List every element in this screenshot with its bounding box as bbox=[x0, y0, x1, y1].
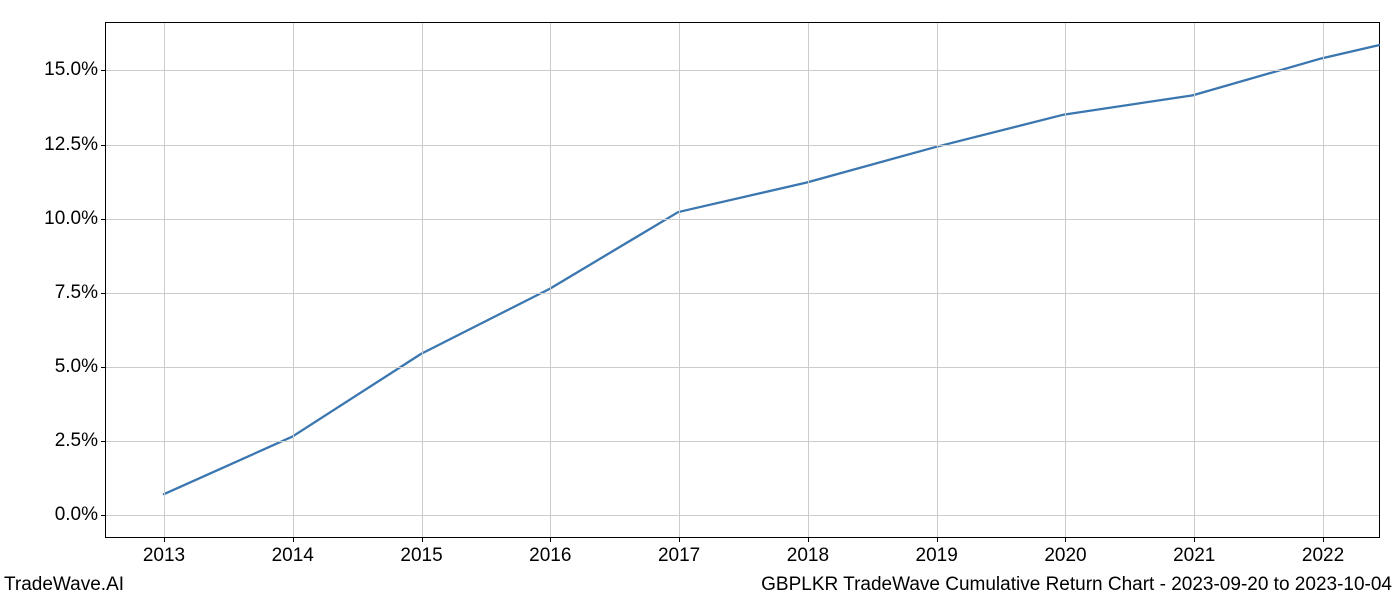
grid-line-vertical bbox=[808, 23, 809, 537]
grid-line-vertical bbox=[164, 23, 165, 537]
grid-line-vertical bbox=[550, 23, 551, 537]
x-tick-label: 2022 bbox=[1302, 537, 1344, 567]
x-tick-label: 2018 bbox=[787, 537, 829, 567]
grid-line-horizontal bbox=[106, 219, 1379, 220]
grid-line-vertical bbox=[293, 23, 294, 537]
grid-line-vertical bbox=[1323, 23, 1324, 537]
chart-container: 0.0% 2.5% 5.0% 7.5% 10.0% 12.5% 15.0% 2013 2014 2… bbox=[0, 0, 1400, 600]
x-tick-label: 2014 bbox=[272, 537, 314, 567]
return-line bbox=[164, 45, 1379, 494]
x-tick-label: 2021 bbox=[1173, 537, 1215, 567]
grid-line-horizontal bbox=[106, 367, 1379, 368]
grid-line-vertical bbox=[679, 23, 680, 537]
y-tick-label: 15.0% bbox=[44, 59, 106, 81]
footer-right-label: GBPLKR TradeWave Cumulative Return Chart… bbox=[761, 574, 1392, 596]
grid-line-horizontal bbox=[106, 515, 1379, 516]
grid-line-vertical bbox=[422, 23, 423, 537]
footer-left-label: TradeWave.AI bbox=[4, 574, 124, 596]
y-tick-label: 5.0% bbox=[55, 356, 106, 378]
grid-line-horizontal bbox=[106, 145, 1379, 146]
grid-line-horizontal bbox=[106, 441, 1379, 442]
y-tick-label: 0.0% bbox=[55, 504, 106, 526]
grid-line-horizontal bbox=[106, 70, 1379, 71]
grid-line-vertical bbox=[1194, 23, 1195, 537]
x-tick-label: 2013 bbox=[143, 537, 185, 567]
grid-line-vertical bbox=[1065, 23, 1066, 537]
x-tick-label: 2019 bbox=[916, 537, 958, 567]
x-tick-label: 2017 bbox=[658, 537, 700, 567]
plot-area: 0.0%2.5%5.0%7.5%10.0%12.5%15.0%201320142… bbox=[105, 22, 1380, 538]
grid-line-horizontal bbox=[106, 293, 1379, 294]
y-tick-label: 2.5% bbox=[55, 430, 106, 452]
y-tick-label: 12.5% bbox=[44, 134, 106, 156]
x-tick-label: 2015 bbox=[400, 537, 442, 567]
grid-line-vertical bbox=[937, 23, 938, 537]
y-tick-label: 10.0% bbox=[44, 208, 106, 230]
x-tick-label: 2016 bbox=[529, 537, 571, 567]
y-tick-label: 7.5% bbox=[55, 282, 106, 304]
line-series bbox=[106, 23, 1379, 537]
x-tick-label: 2020 bbox=[1044, 537, 1086, 567]
